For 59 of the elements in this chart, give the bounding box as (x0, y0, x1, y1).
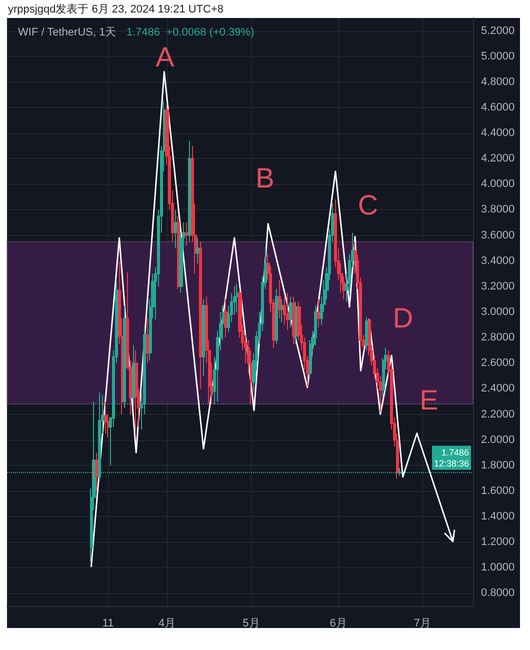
y-tick-label: 3.6000 (481, 229, 515, 242)
text: WIF / TetherUS, 1天 (18, 26, 116, 38)
text: yrppsjgqd发表于 6月 23, 2024 19:21 UTC+8 (8, 2, 224, 16)
y-tick-label: 4.2000 (481, 152, 515, 165)
annotation: B (256, 162, 274, 194)
y-tick-label: 3.8000 (481, 204, 515, 216)
x-tick-label: 7月 (414, 618, 432, 630)
y-tick-label: 1.0000 (481, 562, 515, 574)
y-tick-label: 3.0000 (481, 306, 515, 318)
y-tick-label: 4.0000 (481, 178, 515, 190)
candlestick (292, 296, 295, 344)
candlestick (275, 288, 278, 344)
candlestick (123, 305, 126, 408)
y-tick-label: 1.4000 (481, 510, 515, 523)
candlestick (196, 237, 199, 264)
candlestick (188, 140, 191, 242)
x-tick-label: 11 (102, 618, 114, 630)
candlestick (135, 350, 138, 434)
y-tick-label: 2.0000 (481, 434, 515, 446)
candlestick (202, 298, 205, 376)
candlestick (278, 280, 281, 319)
candlestick (95, 452, 98, 492)
y-tick-label: 5.2000 (481, 24, 515, 37)
candlestick (286, 292, 289, 330)
y-tick-label: 5.0000 (481, 50, 515, 62)
candlestick (236, 283, 239, 312)
y-tick-label: 4.6000 (481, 101, 515, 114)
annotation: D (392, 302, 414, 334)
y-tick-label: 2.8000 (481, 332, 515, 344)
candlestick (224, 298, 228, 338)
y-tick-label: 2.2000 (481, 408, 515, 420)
annotation: A (156, 42, 175, 72)
candlestick (185, 222, 188, 246)
y-tick-label: 3.4000 (481, 254, 515, 267)
annotation: E (420, 384, 438, 416)
y-tick-label: 3.2000 (481, 280, 515, 292)
candlestick (104, 400, 107, 434)
candlestick (132, 344, 135, 408)
x-tick-label: 5月 (242, 618, 260, 630)
y-tick-label: 2.6000 (481, 357, 515, 370)
y-tick-label: 4.8000 (481, 76, 515, 88)
candlestick (174, 209, 177, 249)
candlestick (289, 296, 292, 328)
x-tick-label: 6月 (330, 618, 347, 630)
candlestick (281, 298, 284, 323)
ref-line-label: 1.7486 12:38:36 (434, 447, 469, 468)
y-tick-label: 2.4000 (481, 382, 515, 395)
x-tick-label: 4月 (158, 618, 176, 630)
candlestick (199, 241, 202, 390)
y-tick-label: 4.4000 (481, 127, 515, 140)
y-tick-label: 1.8000 (481, 459, 515, 472)
candlestick (317, 298, 320, 328)
y-tick-label: 1.6000 (481, 484, 515, 497)
y-tick-label: 1.2000 (481, 536, 515, 548)
annotation: C (358, 190, 378, 220)
candlestick (146, 318, 149, 364)
text: 1.7486 +0.0068 (+0.39%) (126, 26, 254, 38)
y-tick-label: 0.8000 (481, 587, 515, 600)
candlestick (365, 316, 368, 351)
